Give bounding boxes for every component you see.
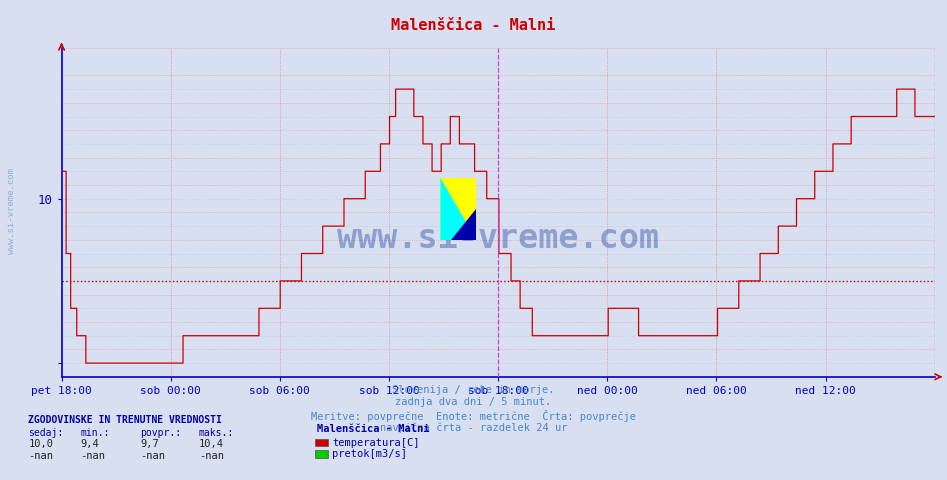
Text: Malenščica - Malni: Malenščica - Malni (317, 424, 430, 434)
Text: povpr.:: povpr.: (140, 428, 181, 438)
Text: -nan: -nan (199, 451, 223, 461)
Text: www.si-vreme.com: www.si-vreme.com (337, 222, 659, 255)
Polygon shape (451, 209, 476, 240)
Text: Malenščica - Malni: Malenščica - Malni (391, 18, 556, 33)
Text: navpična črta - razdelek 24 ur: navpična črta - razdelek 24 ur (380, 422, 567, 433)
Text: maks.:: maks.: (199, 428, 234, 438)
Text: 9,4: 9,4 (80, 439, 99, 449)
Text: pretok[m3/s]: pretok[m3/s] (332, 449, 407, 459)
Text: -nan: -nan (80, 451, 105, 461)
Text: min.:: min.: (80, 428, 110, 438)
Text: temperatura[C]: temperatura[C] (332, 438, 420, 447)
Text: 10,4: 10,4 (199, 439, 223, 449)
Polygon shape (440, 178, 476, 240)
Text: Meritve: povprečne  Enote: metrične  Črta: povprečje: Meritve: povprečne Enote: metrične Črta:… (311, 410, 636, 422)
Text: ZGODOVINSKE IN TRENUTNE VREDNOSTI: ZGODOVINSKE IN TRENUTNE VREDNOSTI (28, 415, 223, 425)
Text: www.si-vreme.com: www.si-vreme.com (7, 168, 16, 254)
Text: 9,7: 9,7 (140, 439, 159, 449)
Text: zadnja dva dni / 5 minut.: zadnja dva dni / 5 minut. (396, 397, 551, 408)
Polygon shape (440, 178, 476, 240)
Text: -nan: -nan (140, 451, 165, 461)
Text: Slovenija / reke in morje.: Slovenija / reke in morje. (392, 385, 555, 395)
Text: 10,0: 10,0 (28, 439, 53, 449)
Text: -nan: -nan (28, 451, 53, 461)
Text: sedaj:: sedaj: (28, 428, 63, 438)
